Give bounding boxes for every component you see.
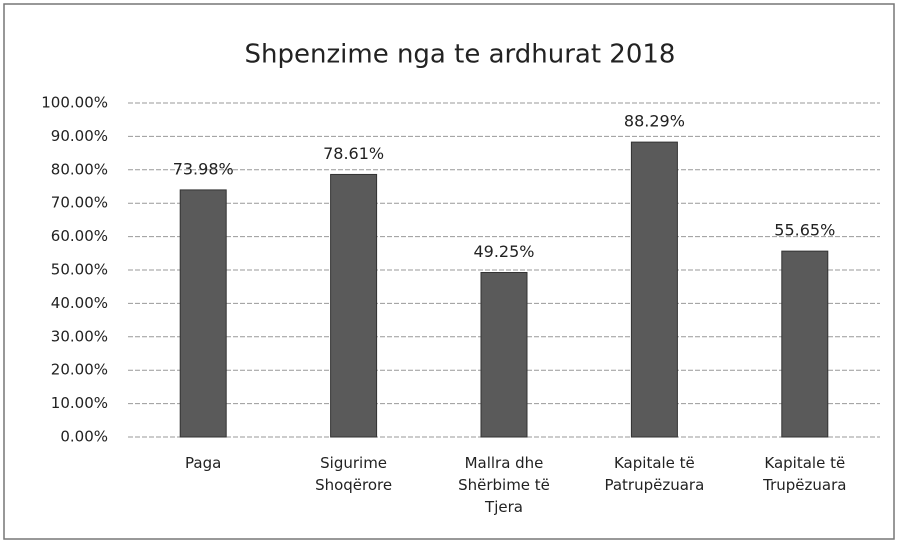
bar	[480, 272, 528, 438]
y-tick-label: 70.00%	[51, 194, 108, 212]
y-tick-label: 0.00%	[60, 428, 108, 446]
x-tick-label: Kapitale të Trupëzuara	[763, 454, 847, 494]
y-tick-label: 10.00%	[51, 394, 108, 412]
bar	[630, 141, 678, 438]
y-tick-label: 50.00%	[51, 261, 108, 279]
y-tick-label: 60.00%	[51, 227, 108, 245]
data-label: 73.98%	[173, 159, 234, 178]
y-tick-label: 20.00%	[51, 361, 108, 379]
bar	[179, 189, 227, 438]
chart-title: Shpenzime nga te ardhurat 2018	[245, 40, 676, 70]
x-tick-label: Mallra dhe Shërbime të Tjera	[458, 454, 550, 516]
y-tick-label: 40.00%	[51, 294, 108, 312]
y-tick-label: 100.00%	[41, 94, 108, 112]
x-tick-label: Sigurime Shoqërore	[315, 454, 393, 494]
bar	[330, 173, 378, 438]
chart-border	[3, 3, 895, 540]
y-tick-label: 80.00%	[51, 160, 108, 178]
x-tick-label: Paga	[185, 454, 222, 472]
data-label: 88.29%	[624, 112, 685, 131]
data-label: 55.65%	[774, 221, 835, 240]
data-label: 49.25%	[473, 242, 534, 261]
y-tick-label: 30.00%	[51, 327, 108, 345]
y-tick-label: 90.00%	[51, 127, 108, 145]
data-label: 78.61%	[323, 144, 384, 163]
x-tick-label: Kapitale të Patrupëzuara	[604, 454, 705, 494]
bar	[781, 250, 829, 438]
